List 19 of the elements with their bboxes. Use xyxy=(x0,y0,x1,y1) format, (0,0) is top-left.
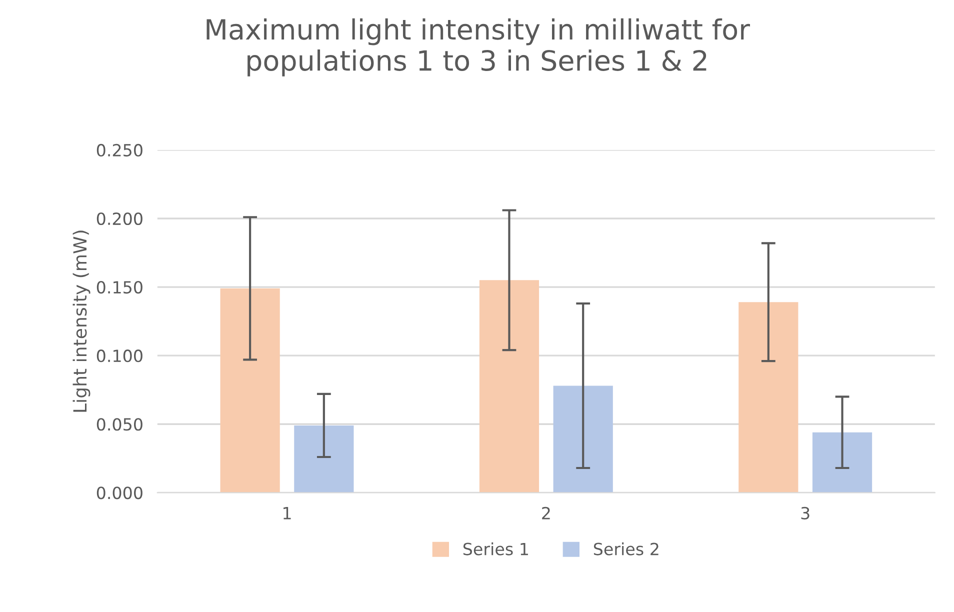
bar xyxy=(553,386,613,493)
bar xyxy=(220,288,280,493)
bar xyxy=(479,280,540,493)
y-tick-label: 0.200 xyxy=(96,212,142,226)
bar xyxy=(738,302,798,493)
bar xyxy=(294,425,354,493)
y-tick-label: 0.100 xyxy=(96,350,142,362)
bar xyxy=(812,432,872,493)
chart-title: Maximum light intensity in milliwatt for populations 1 to 3 in Series 1 & 2 xyxy=(206,18,750,76)
legend-label: Series 2 xyxy=(594,542,658,556)
legend-label: Series 1 xyxy=(463,542,528,556)
y-tick-label: 0.000 xyxy=(96,486,142,500)
x-tick-label: 1 xyxy=(284,507,291,520)
x-tick-label: 2 xyxy=(542,506,550,520)
y-tick-label: 0.050 xyxy=(96,418,142,431)
y-tick-label: 0.150 xyxy=(96,280,142,294)
y-axis-title: Light intensity (mW) xyxy=(72,230,90,412)
y-tick-label: 0.250 xyxy=(96,144,142,157)
x-tick-label: 3 xyxy=(801,506,810,520)
